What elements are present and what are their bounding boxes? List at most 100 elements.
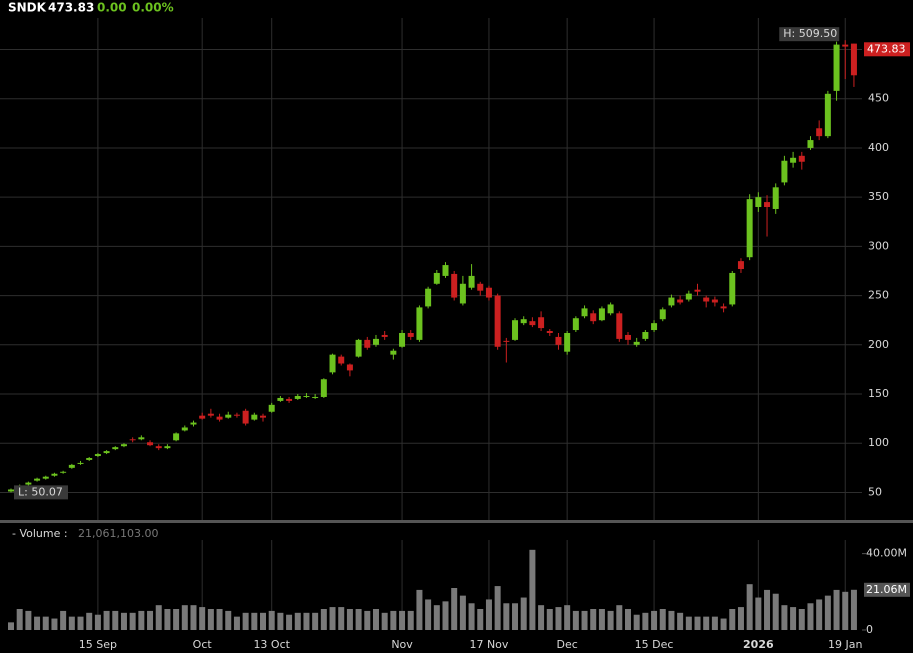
volume-bar bbox=[416, 589, 423, 630]
high-label-box bbox=[779, 27, 840, 42]
volume-bar bbox=[433, 605, 440, 630]
volume-bar bbox=[164, 609, 171, 630]
volume-bar bbox=[720, 618, 727, 630]
volume-bar bbox=[746, 584, 753, 630]
volume-bar bbox=[329, 607, 336, 630]
candle-body bbox=[346, 364, 353, 371]
volume-bar bbox=[338, 607, 345, 630]
candle-body bbox=[546, 331, 553, 333]
volume-bar bbox=[268, 610, 275, 630]
candle-body bbox=[624, 334, 631, 340]
candle-body bbox=[286, 398, 293, 401]
candle-body bbox=[607, 304, 614, 314]
candle-body bbox=[451, 273, 458, 298]
candle-body bbox=[668, 297, 675, 306]
candle-body bbox=[94, 454, 101, 457]
candle-body bbox=[503, 340, 510, 342]
volume-bar bbox=[68, 616, 75, 630]
candle-body bbox=[572, 318, 579, 331]
volume-bar bbox=[703, 616, 710, 630]
volume-bar bbox=[320, 609, 327, 630]
candle-body bbox=[216, 416, 223, 420]
volume-bar bbox=[651, 610, 658, 630]
candle-body bbox=[399, 332, 406, 347]
volume-bar bbox=[34, 616, 41, 630]
volume-bar bbox=[564, 605, 571, 630]
volume-bar bbox=[642, 612, 649, 630]
candle-body bbox=[34, 478, 41, 481]
volume-bar bbox=[364, 610, 371, 630]
candle-body bbox=[850, 43, 857, 76]
candle-body bbox=[772, 187, 779, 209]
volume-bar bbox=[816, 599, 823, 630]
candle-body bbox=[598, 308, 605, 321]
candle-body bbox=[677, 299, 684, 303]
candle-body bbox=[512, 320, 519, 340]
volume-bar bbox=[25, 610, 32, 630]
candle-body bbox=[442, 265, 449, 276]
candle-body bbox=[390, 350, 397, 355]
x-tick-label: 2026 bbox=[743, 638, 774, 651]
candle-body bbox=[320, 379, 327, 397]
candle-body bbox=[807, 140, 814, 148]
volume-bar bbox=[520, 597, 527, 630]
volume-bar bbox=[173, 609, 180, 630]
candle-body bbox=[407, 332, 414, 337]
candle-body bbox=[694, 289, 701, 292]
candle-body bbox=[590, 313, 597, 322]
volume-bar bbox=[286, 614, 293, 630]
volume-bar bbox=[372, 609, 379, 630]
volume-bar bbox=[607, 610, 614, 630]
candle-body bbox=[520, 319, 527, 324]
x-tick-label: 15 Dec bbox=[635, 638, 674, 651]
volume-bar bbox=[503, 603, 510, 630]
volume-bar bbox=[399, 610, 406, 630]
x-tick-label: Dec bbox=[557, 638, 578, 651]
y-tick-label: 150 bbox=[868, 387, 889, 400]
candle-body bbox=[842, 44, 849, 47]
y-tick-label: 400 bbox=[868, 141, 889, 154]
candle-body bbox=[616, 313, 623, 339]
candle-body bbox=[60, 471, 67, 473]
low-label-box bbox=[14, 485, 68, 500]
volume-bar bbox=[103, 610, 110, 630]
candle-body bbox=[207, 413, 214, 416]
y-tick-label: 300 bbox=[868, 239, 889, 252]
candle-body bbox=[86, 457, 93, 460]
volume-bar bbox=[494, 586, 501, 630]
volume-bar bbox=[60, 610, 67, 630]
y-tick-label: 0 bbox=[866, 623, 873, 636]
volume-bar bbox=[659, 609, 666, 630]
candle-body bbox=[816, 128, 823, 137]
candle-body bbox=[416, 307, 423, 340]
candle-body bbox=[711, 299, 718, 303]
y-tick-label: 350 bbox=[868, 190, 889, 203]
volume-bar bbox=[86, 612, 93, 630]
volume-bar bbox=[8, 622, 14, 630]
volume-bar bbox=[199, 607, 206, 630]
candle-body bbox=[233, 414, 240, 416]
volume-bar bbox=[677, 612, 684, 630]
volume-bar bbox=[685, 616, 692, 630]
candle-body bbox=[181, 427, 188, 431]
volume-bar bbox=[77, 616, 84, 630]
candle-body bbox=[225, 414, 232, 418]
price: 473.83 bbox=[48, 1, 94, 15]
volume-bar bbox=[277, 612, 284, 630]
candle-body bbox=[581, 308, 588, 317]
candle-body bbox=[129, 439, 136, 441]
volume-bar bbox=[181, 605, 188, 630]
volume-bar bbox=[512, 603, 519, 630]
candle-body bbox=[77, 462, 84, 464]
x-tick-label: 17 Nov bbox=[469, 638, 508, 651]
volume-bar bbox=[147, 610, 154, 630]
volume-bar bbox=[729, 609, 736, 630]
candle-body bbox=[433, 272, 440, 284]
y-tick-label: 40.00M bbox=[866, 547, 907, 560]
volume-bar bbox=[633, 614, 640, 630]
volume-bar bbox=[477, 609, 484, 630]
volume-bar bbox=[260, 612, 267, 630]
volume-total: 21,061,103.00 bbox=[78, 527, 158, 540]
